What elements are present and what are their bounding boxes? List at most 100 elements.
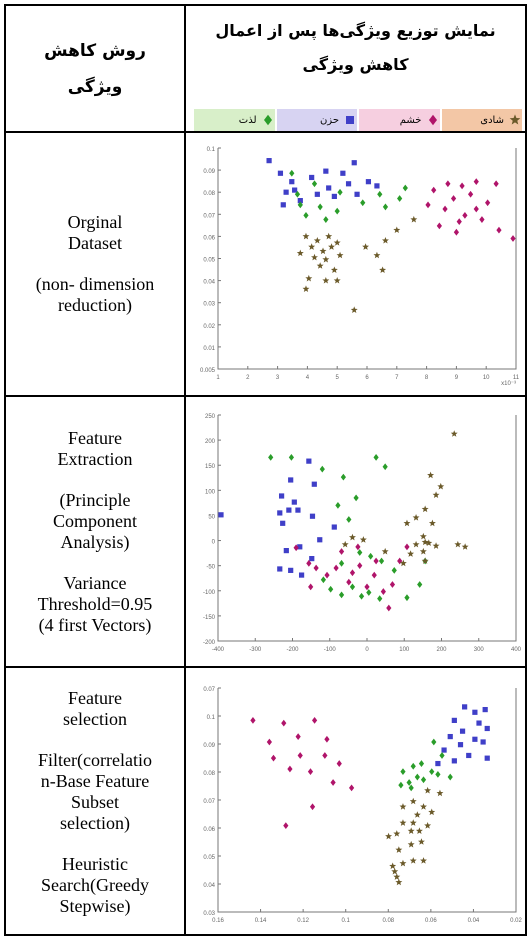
data-point-square bbox=[326, 185, 332, 191]
y-tick-label: 0.05 bbox=[203, 258, 215, 264]
data-point-diamond bbox=[297, 752, 303, 759]
data-point-diamond bbox=[404, 594, 410, 602]
method-line: Threshold=0.95 bbox=[37, 593, 153, 614]
header-plot-title-line2: کاهش ویژگی bbox=[302, 55, 409, 74]
y-tick-label: 0 bbox=[212, 540, 216, 546]
data-point-star bbox=[325, 232, 333, 240]
method-line: Orginal bbox=[67, 212, 123, 232]
legend: شادی خشم حزن لذت bbox=[192, 109, 522, 131]
y-tick-label: 100 bbox=[205, 489, 216, 495]
data-point-star bbox=[432, 542, 440, 549]
x-tick-label: 0 bbox=[365, 647, 369, 653]
data-point-diamond bbox=[293, 544, 299, 552]
data-point-square bbox=[311, 481, 317, 487]
method-line: Feature bbox=[68, 427, 122, 448]
data-point-star bbox=[424, 822, 432, 829]
data-point-diamond bbox=[510, 235, 516, 242]
data-point-square bbox=[472, 709, 478, 715]
data-point-square bbox=[280, 520, 286, 526]
data-point-star bbox=[427, 471, 435, 479]
x-tick-label: 0.04 bbox=[468, 918, 480, 924]
data-point-star bbox=[362, 243, 370, 250]
y-tick-label: 0.05 bbox=[203, 855, 215, 861]
method-text: Feature selection Filter(correlatio n-Base … bbox=[38, 688, 152, 917]
legend-label: لذت bbox=[238, 114, 257, 126]
data-point-star bbox=[420, 857, 427, 864]
data-point-star bbox=[428, 519, 436, 527]
data-point-diamond bbox=[266, 738, 272, 746]
data-point-diamond bbox=[410, 762, 416, 770]
y-tick-label: 0.09 bbox=[203, 743, 215, 749]
data-point-square bbox=[218, 512, 224, 518]
data-point-diamond bbox=[353, 494, 359, 502]
data-point-square bbox=[309, 513, 316, 519]
data-point-square bbox=[466, 752, 472, 759]
data-point-star bbox=[415, 827, 423, 834]
x-tick-label: -100 bbox=[324, 647, 337, 653]
data-point-square bbox=[306, 458, 312, 464]
method-line: Subset bbox=[70, 791, 119, 812]
y-tick-label: 250 bbox=[205, 414, 216, 420]
data-point-square bbox=[462, 704, 468, 710]
data-point-square bbox=[447, 733, 453, 740]
data-point-diamond bbox=[270, 754, 277, 762]
data-point-square bbox=[295, 507, 301, 513]
data-point-star bbox=[379, 266, 387, 274]
legend-diamond-icon bbox=[263, 114, 272, 126]
data-point-diamond bbox=[447, 773, 453, 781]
data-point-star bbox=[413, 811, 421, 818]
data-point-diamond bbox=[380, 588, 386, 595]
data-point-star bbox=[421, 505, 429, 513]
y-tick-label: 0.01 bbox=[203, 346, 215, 352]
data-point-star bbox=[305, 274, 313, 282]
data-point-diamond bbox=[322, 752, 328, 759]
data-point-star bbox=[409, 797, 417, 805]
data-point-diamond bbox=[289, 169, 295, 177]
data-point-square bbox=[291, 499, 297, 505]
y-tick-label: 0.005 bbox=[200, 368, 216, 374]
x-tick-label: 300 bbox=[474, 647, 485, 653]
data-point-star bbox=[407, 550, 415, 557]
axis-frame bbox=[217, 415, 517, 642]
method-line: Extraction bbox=[57, 448, 133, 469]
data-point-star bbox=[302, 285, 310, 292]
data-point-diamond bbox=[402, 184, 408, 192]
legend-item: حزن bbox=[276, 109, 357, 131]
x-tick-label: 11 bbox=[513, 375, 520, 381]
data-point-diamond bbox=[311, 180, 318, 188]
data-point-star bbox=[349, 533, 356, 541]
data-point-star bbox=[425, 539, 433, 547]
data-point-square bbox=[331, 193, 337, 200]
y-tick-label: 50 bbox=[208, 514, 215, 520]
data-point-star bbox=[350, 306, 358, 314]
data-point-square bbox=[286, 507, 292, 513]
y-tick-label: 0.08 bbox=[203, 771, 215, 777]
data-point-diamond bbox=[398, 781, 404, 789]
x-tick-label: 200 bbox=[436, 647, 447, 653]
data-point-star bbox=[319, 247, 327, 255]
method-line bbox=[38, 470, 153, 490]
method-line: Analysis) bbox=[60, 531, 130, 552]
y-tick-label: 0.07 bbox=[203, 213, 215, 219]
method-line: Variance bbox=[63, 572, 127, 593]
data-point-diamond bbox=[308, 583, 314, 591]
data-point-star bbox=[296, 249, 304, 257]
data-point-diamond bbox=[429, 768, 435, 776]
data-point-diamond bbox=[406, 779, 412, 786]
data-point-diamond bbox=[485, 199, 491, 207]
data-point-star bbox=[391, 867, 399, 875]
data-point-diamond bbox=[364, 583, 370, 591]
data-point-diamond bbox=[313, 564, 319, 572]
data-point-square bbox=[484, 755, 490, 761]
data-point-diamond bbox=[382, 203, 389, 211]
data-point-diamond bbox=[442, 205, 448, 213]
data-point-diamond bbox=[378, 557, 385, 565]
data-point-diamond bbox=[328, 585, 334, 593]
data-point-star bbox=[313, 236, 321, 244]
y-tick-label: 0.02 bbox=[203, 324, 215, 330]
data-point-square bbox=[459, 728, 466, 734]
data-point-diamond bbox=[303, 211, 309, 219]
data-point-diamond bbox=[414, 773, 420, 781]
data-point-diamond bbox=[493, 180, 499, 188]
data-point-star bbox=[395, 846, 403, 853]
